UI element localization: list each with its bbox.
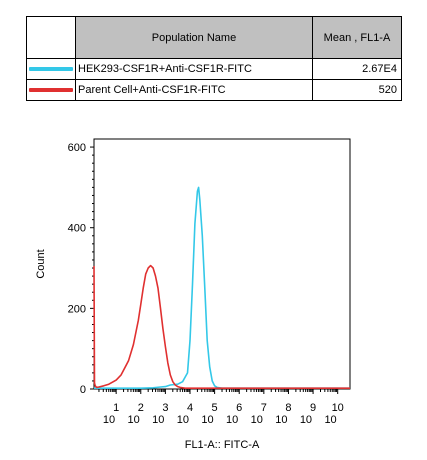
series-layer	[93, 186, 350, 390]
x-tick-label-base: 10	[152, 414, 164, 426]
legend-row-name: HEK293-CSF1R+Anti-CSF1R-FITC	[75, 58, 313, 80]
y-tick-label: 600	[68, 142, 86, 154]
x-tick-label-exponent: 8	[285, 402, 291, 414]
x-tick-label-exponent: 1	[113, 402, 119, 414]
x-tick-label-exponent: 3	[162, 402, 168, 414]
y-axis: 0 200 400 600	[68, 142, 94, 396]
x-axis-label: FL1-A:: FITC-A	[185, 439, 260, 451]
legend-row: HEK293-CSF1R+Anti-CSF1R-FITC 2.67E4	[26, 58, 402, 80]
series-line-hek293	[94, 186, 350, 390]
x-tick-label-base: 10	[324, 414, 336, 426]
x-tick-label-exponent: 6	[236, 402, 242, 414]
legend-row-name: Parent Cell+Anti-CSF1R-FITC	[75, 79, 313, 101]
x-tick-label-exponent: 9	[310, 402, 316, 414]
legend-table: Population Name Mean , FL1-A HEK293-CSF1…	[26, 16, 402, 101]
legend-row: Parent Cell+Anti-CSF1R-FITC 520	[26, 79, 402, 101]
legend-header-row: Population Name Mean , FL1-A	[26, 16, 402, 59]
legend-swatch-blue	[29, 67, 73, 71]
y-tick-label: 400	[68, 223, 86, 235]
legend-header-mean: Mean , FL1-A	[312, 16, 402, 59]
y-tick-label: 200	[68, 303, 86, 315]
x-tick-label-base: 10	[103, 414, 115, 426]
legend-header-blank	[26, 16, 76, 59]
x-tick-label-base: 10	[300, 414, 312, 426]
x-tick-label-base: 10	[275, 414, 287, 426]
legend-swatch-cell	[26, 79, 76, 101]
legend-swatch-red	[29, 88, 73, 92]
x-tick-label-base: 10	[226, 414, 238, 426]
legend-header-name: Population Name	[75, 16, 313, 59]
minor-ticks	[92, 154, 338, 392]
x-tick-label-exponent: 2	[138, 402, 144, 414]
x-tick-label-exponent: 5	[212, 402, 218, 414]
x-tick-label-base: 10	[251, 414, 263, 426]
x-tick-label-base: 10	[128, 414, 140, 426]
y-axis-label: Count	[35, 249, 47, 278]
legend-row-mean: 520	[312, 79, 402, 101]
y-tick-label: 0	[80, 384, 86, 396]
plot-frame	[93, 138, 351, 390]
legend-swatch-cell	[26, 58, 76, 80]
series-line-parent	[93, 264, 350, 390]
x-tick-label-base: 10	[177, 414, 189, 426]
legend-row-mean: 2.67E4	[312, 58, 402, 80]
x-tick-label-exponent: 4	[187, 402, 193, 414]
x-tick-label-base: 10	[201, 414, 213, 426]
x-tick-label-exponent: 10	[332, 402, 344, 414]
x-tick-label-exponent: 7	[261, 402, 267, 414]
